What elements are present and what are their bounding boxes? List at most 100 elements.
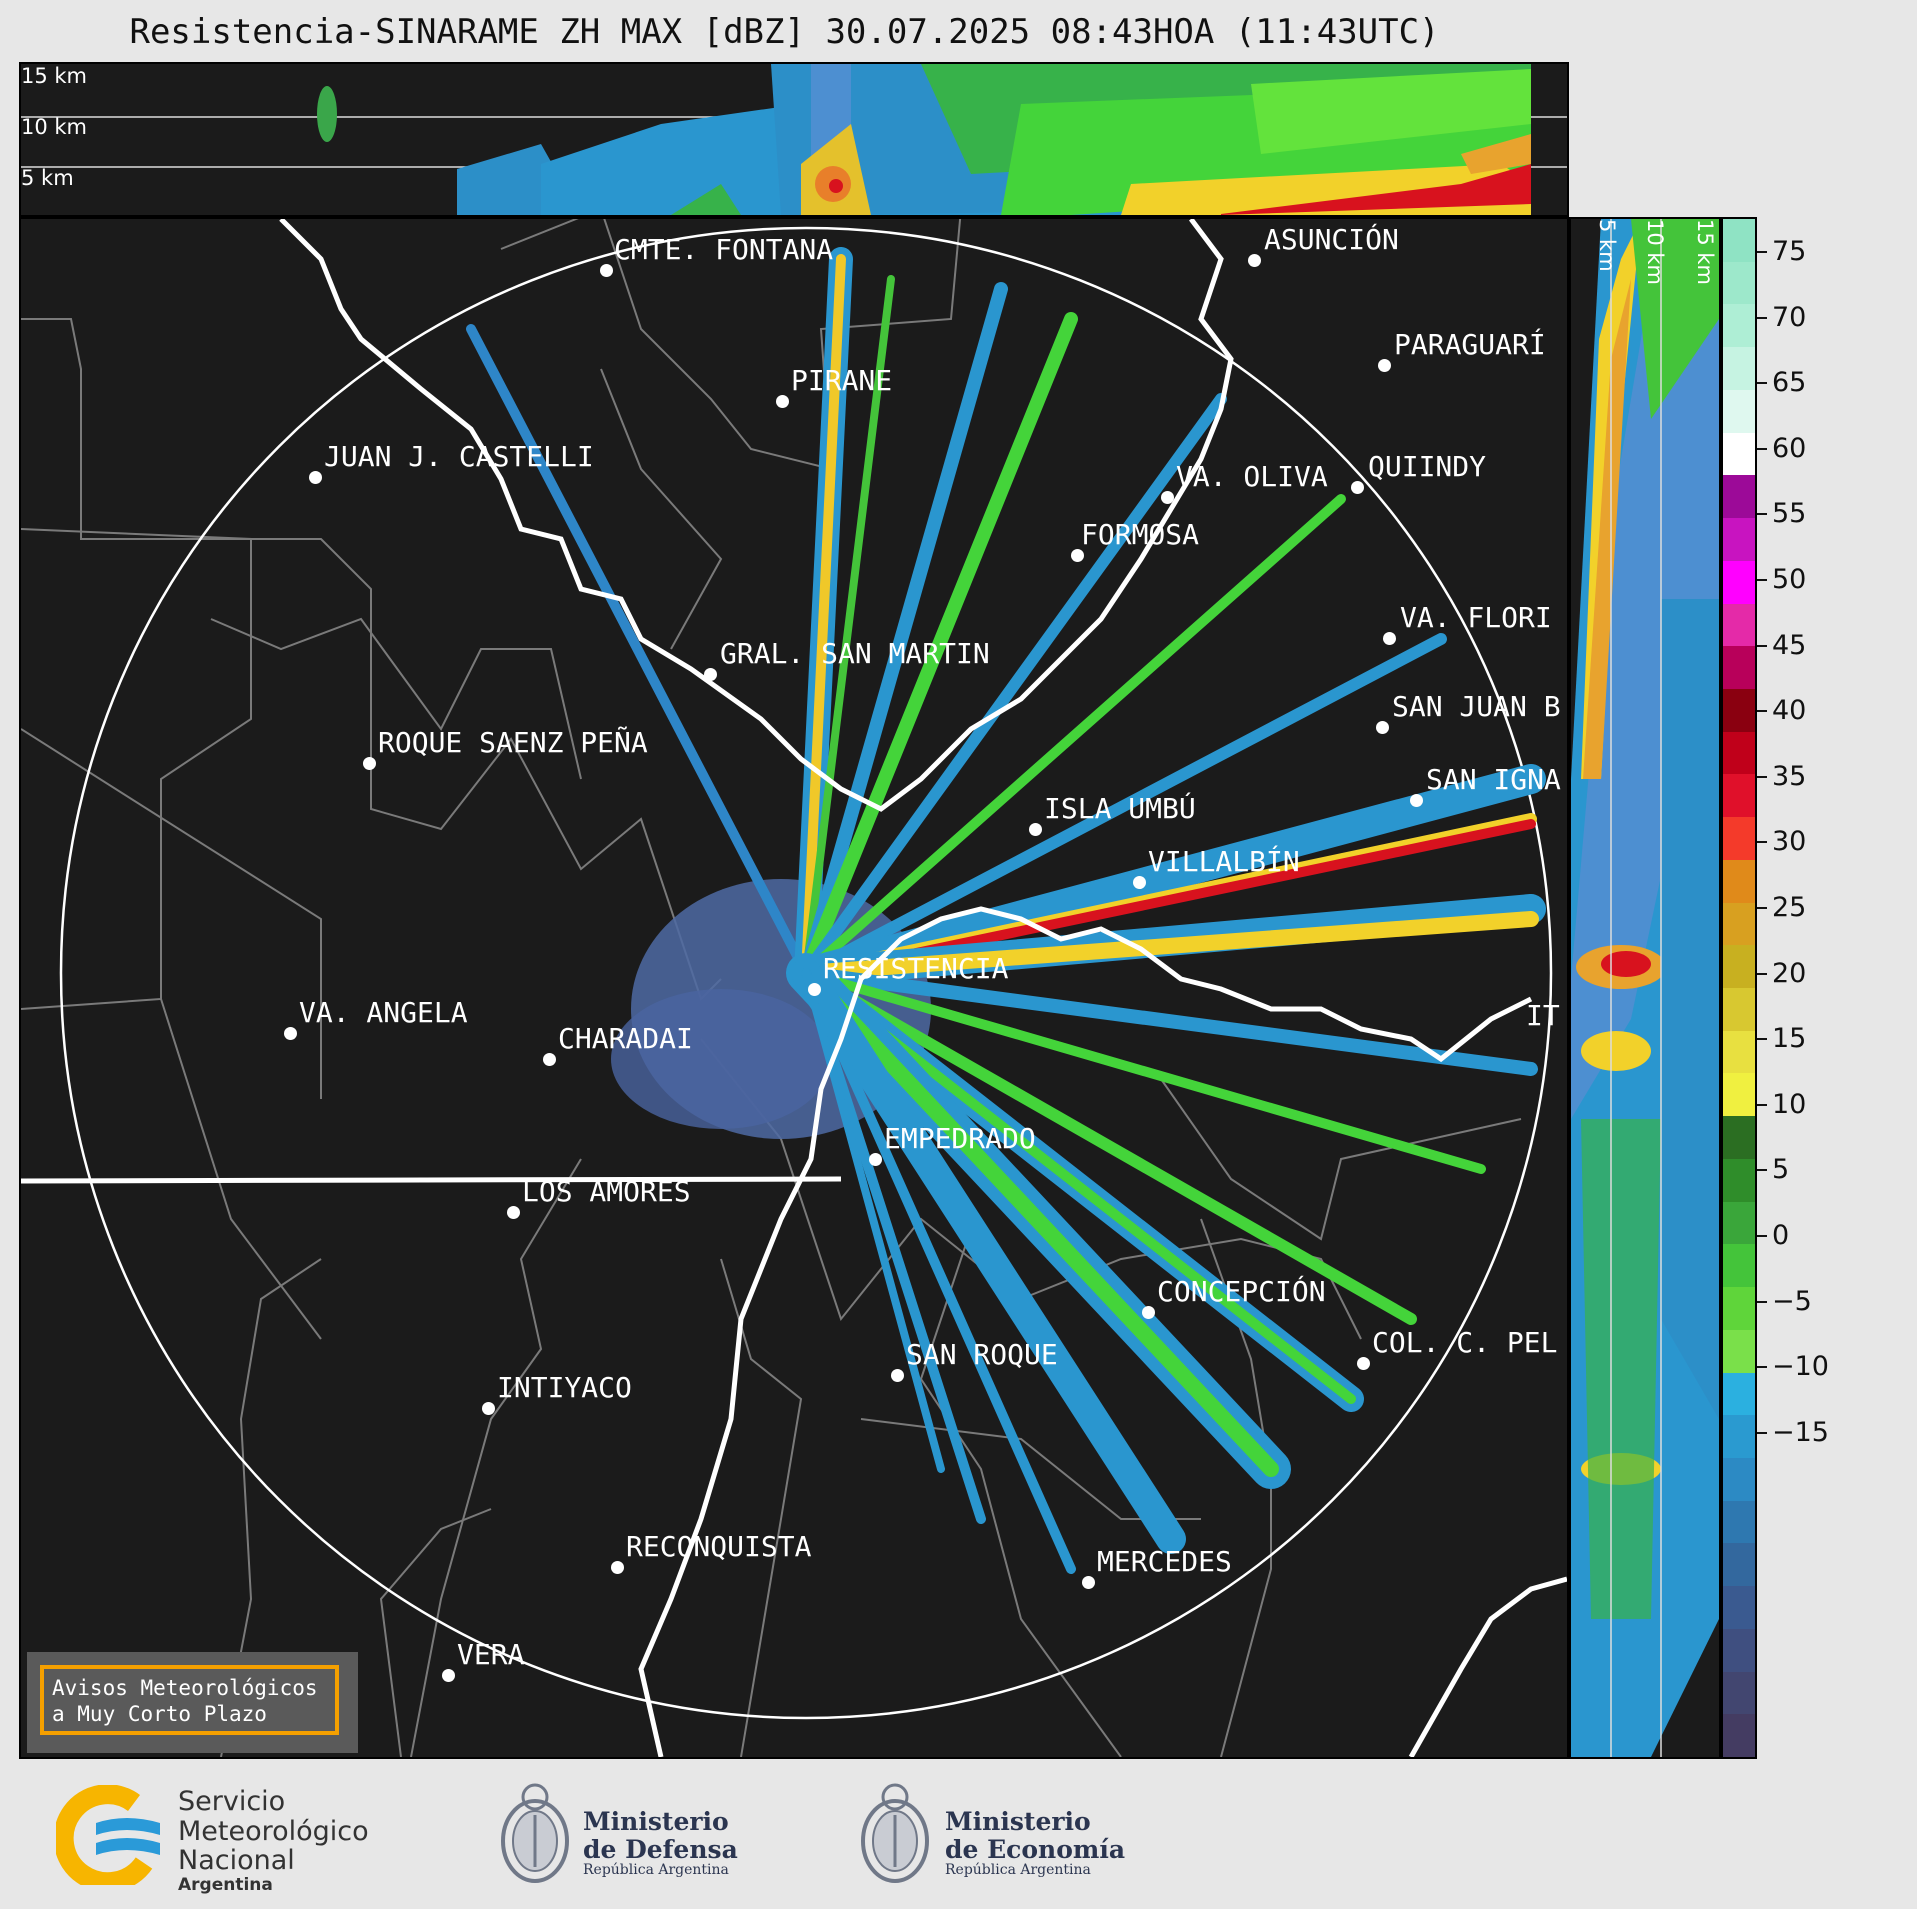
city-dot: [507, 1206, 520, 1219]
city-label-quiindy: QUIINDY: [1368, 450, 1487, 483]
reflectivity-colorbar: [1721, 217, 1757, 1759]
radar-echoes: [466, 247, 1546, 1574]
city-label-charadai: CHARADAI: [558, 1022, 693, 1055]
colorbar-tick-label: 0: [1772, 1220, 1790, 1251]
city-label-reconquista: RECONQUISTA: [626, 1530, 812, 1563]
radar-range-ring: [59, 226, 1553, 1720]
colorbar-segment: [1723, 1287, 1755, 1331]
city-dot: [1378, 359, 1391, 372]
colorbar-tick-mark: [1757, 775, 1767, 778]
city-label-gral-san-martin: GRAL. SAN MARTIN: [720, 637, 990, 670]
rivers-and-borders: [21, 219, 1567, 1757]
colorbar-segment: [1723, 902, 1755, 947]
smn-line-3: Nacional: [178, 1845, 295, 1877]
colorbar-tick-label: 65: [1772, 367, 1807, 399]
city-dot: [309, 471, 322, 484]
colorbar-segment: [1723, 688, 1755, 733]
colorbar-tick-mark: [1757, 710, 1767, 713]
city-dot: [1248, 254, 1261, 267]
colorbar-segment: [1723, 731, 1755, 776]
city-dot: [1410, 794, 1423, 807]
city-dot: [776, 395, 789, 408]
colorbar-segment: [1723, 347, 1755, 391]
city-label-intiyaco: INTIYACO: [497, 1371, 632, 1404]
height-label-10km: 10 km: [21, 115, 88, 139]
smn-logo-text: Servicio Meteorológico Nacional Argentin…: [178, 1787, 369, 1895]
defensa-logo-text: Ministerio de Defensa República Argentin…: [583, 1808, 738, 1878]
city-label-it: IT: [1526, 999, 1560, 1032]
colorbar-segment: [1723, 389, 1755, 434]
smn-line-2: Meteorológico: [178, 1815, 369, 1847]
colorbar-tick-label: 55: [1772, 498, 1807, 530]
city-dot: [1142, 1306, 1155, 1319]
city-label-san-igna: SAN IGNA: [1426, 763, 1561, 796]
side-cross-section-echoes: [1571, 219, 1719, 1757]
city-dot: [284, 1027, 297, 1040]
colorbar-tick-label: −15: [1772, 1416, 1829, 1448]
colorbar-segment: [1723, 1116, 1755, 1160]
colorbar-segment: [1723, 603, 1755, 648]
colorbar-tick-mark: [1757, 316, 1767, 319]
colorbar-segment: [1723, 304, 1755, 349]
argentina-seal-icon-2: [861, 1783, 929, 1883]
colorbar-tick-label: 70: [1772, 301, 1807, 333]
colorbar-tick-label: 15: [1772, 1023, 1807, 1055]
colorbar-segment: [1723, 1500, 1755, 1545]
colorbar-tick-label: 60: [1772, 432, 1807, 464]
height-label-5km: 5 km: [21, 166, 74, 190]
colorbar-tick-mark: [1757, 1366, 1767, 1369]
city-dot: [891, 1369, 904, 1382]
economia-logo-text: Ministerio de Economía República Argenti…: [945, 1808, 1125, 1878]
colorbar-segment: [1723, 432, 1755, 477]
city-dot: [1351, 481, 1364, 494]
colorbar-segment: [1723, 1543, 1755, 1588]
city-dot: [869, 1153, 882, 1166]
height-label-15km-side: 15 km: [1693, 219, 1717, 286]
colorbar-segment: [1723, 261, 1755, 306]
colorbar-segment: [1723, 518, 1755, 562]
defensa-line-1: Ministerio: [583, 1807, 729, 1836]
city-label-pirane: PIRANE: [791, 364, 893, 397]
colorbar-segment: [1723, 1628, 1755, 1673]
city-dot: [1133, 876, 1146, 889]
top-cross-section-echoes: [21, 64, 1567, 215]
colorbar-tick-mark: [1757, 841, 1767, 844]
city-dot: [808, 983, 821, 996]
colorbar-tick-mark: [1757, 907, 1767, 909]
colorbar-segment: [1723, 1201, 1755, 1246]
colorbar-segment: [1723, 1030, 1755, 1075]
city-label-san-roque: SAN ROQUE: [906, 1338, 1058, 1371]
colorbar-segment: [1723, 1457, 1755, 1502]
avisos-label[interactable]: Avisos Meteorológicos a Muy Corto Plazo: [40, 1665, 339, 1735]
colorbar-tick-label: 40: [1772, 695, 1807, 727]
colorbar-tick-label: 20: [1772, 957, 1807, 989]
radar-map-panel[interactable]: CMTE. FONTANA ASUNCIÓN PIRANE PARAGUARÍ …: [19, 217, 1569, 1759]
city-label-col-c-pel: COL. C. PEL: [1372, 1326, 1558, 1359]
colorbar-tick-label: 45: [1772, 629, 1807, 661]
avisos-line-1: Avisos Meteorológicos: [52, 1676, 318, 1700]
colorbar-segment: [1723, 988, 1755, 1032]
colorbar-segment: [1723, 1586, 1755, 1630]
height-label-5km-side: 5 km: [1595, 219, 1619, 272]
city-dot: [1383, 632, 1396, 645]
colorbar-segment: [1723, 1329, 1755, 1374]
city-dot: [611, 1561, 624, 1574]
colorbar-tick-mark: [1757, 447, 1767, 450]
city-label-va-angela: VA. ANGELA: [299, 996, 468, 1029]
city-label-paraguari: PARAGUARÍ: [1394, 328, 1546, 361]
city-dot: [600, 264, 613, 277]
colorbar-tick-mark: [1757, 251, 1767, 253]
map-title: Resistencia-SINARAME ZH MAX [dBZ] 30.07.…: [129, 12, 1440, 52]
avisos-box[interactable]: Avisos Meteorológicos a Muy Corto Plazo: [27, 1652, 358, 1753]
top-cross-section-panel: 15 km 10 km 5 km: [19, 62, 1569, 217]
colorbar-segment: [1723, 475, 1755, 520]
city-dot: [543, 1053, 556, 1066]
colorbar-tick-mark: [1757, 1103, 1767, 1106]
city-label-concepcion: CONCEPCIÓN: [1157, 1275, 1326, 1308]
city-label-san-juan-b: SAN JUAN B: [1392, 690, 1561, 723]
colorbar-tick-label: −10: [1772, 1351, 1829, 1383]
colorbar-tick-mark: [1757, 382, 1767, 385]
smn-logo-icon: [56, 1785, 160, 1885]
colorbar-tick-mark: [1757, 1169, 1767, 1172]
city-label-cmte-fontana: CMTE. FONTANA: [614, 233, 834, 266]
